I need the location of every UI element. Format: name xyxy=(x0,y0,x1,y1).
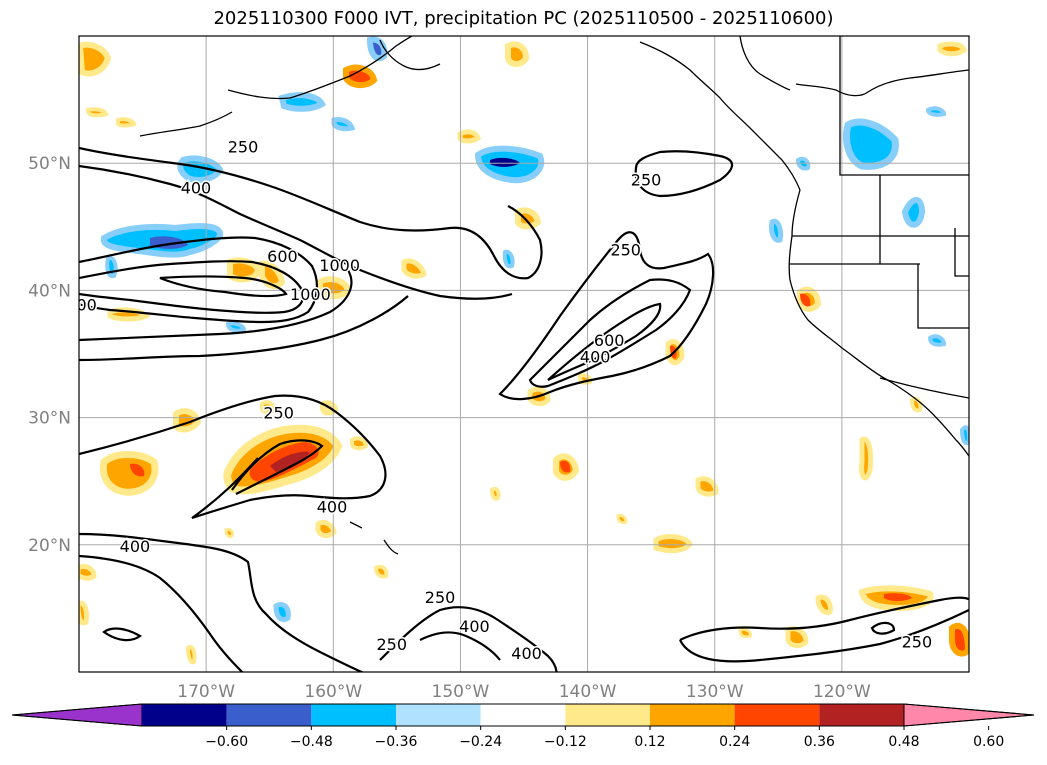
lon-label: 170°W xyxy=(177,682,235,702)
colorbar-segment xyxy=(480,704,566,726)
colorbar-tick-label: 0.60 xyxy=(973,734,1004,750)
coastlines xyxy=(139,36,969,555)
contour-label: 250 xyxy=(228,138,259,157)
colorbar-tick-label: 0.36 xyxy=(804,734,835,750)
colorbar-extend-low xyxy=(11,703,143,727)
lon-label: 140°W xyxy=(559,682,617,702)
colorbar-segment xyxy=(142,704,227,726)
colorbar-segment xyxy=(650,704,735,726)
contour-label: 600 xyxy=(267,247,298,266)
contour-label: 250 xyxy=(263,404,294,423)
lat-label: 30°N xyxy=(28,409,71,429)
contour-label: 250 xyxy=(631,171,662,190)
colorbar-tick-label: 0.24 xyxy=(719,734,750,750)
lon-label: 120°W xyxy=(813,682,871,702)
contour-label: 600 xyxy=(594,331,625,350)
contour-label: 400 xyxy=(120,537,151,556)
contour-label: 00 xyxy=(76,295,96,314)
colorbar-tick-label: −0.12 xyxy=(544,734,587,750)
contour-label: 400 xyxy=(459,617,490,636)
lat-label: 50°N xyxy=(28,154,71,174)
colorbar-segment xyxy=(734,704,820,726)
contour-label: 400 xyxy=(511,644,542,663)
lon-label: 150°W xyxy=(432,682,490,702)
gridlines xyxy=(79,36,969,672)
lat-label: 20°N xyxy=(28,536,71,556)
ivt-contours xyxy=(79,146,969,672)
contour-label: 400 xyxy=(317,498,348,517)
contour-label: 250 xyxy=(610,241,641,260)
lat-label: 40°N xyxy=(28,281,71,301)
lon-label: 160°W xyxy=(304,682,362,702)
colorbar-segment xyxy=(565,704,650,726)
longitude-labels: 170°W 160°W 150°W 140°W 130°W 120°W xyxy=(177,682,871,702)
contour-label: 250 xyxy=(376,635,407,654)
contour-label: 250 xyxy=(902,632,933,651)
colorbar-segment xyxy=(311,704,396,726)
colorbar-outline xyxy=(11,703,1035,727)
map-title: 2025110300 F000 IVT, precipitation PC (2… xyxy=(213,8,834,29)
contour-label: 1000 xyxy=(290,285,331,304)
contour-label: 400 xyxy=(181,178,212,197)
colorbar-tick-label: −0.60 xyxy=(205,734,248,750)
contour-label: 1000 xyxy=(319,256,360,275)
colorbar-segment xyxy=(396,704,481,726)
map-frame xyxy=(78,35,970,673)
latitude-labels: 50°N 40°N 30°N 20°N xyxy=(28,154,71,556)
colorbar-tick-label: 0.12 xyxy=(634,734,665,750)
colorbar-tick-label: −0.24 xyxy=(459,734,502,750)
colorbar-segment xyxy=(226,704,312,726)
colorbar-extend-high xyxy=(903,703,1035,727)
colorbar-tick-label: 0.48 xyxy=(888,734,919,750)
contour-label: 250 xyxy=(425,588,456,607)
colorbar: −0.60 −0.48 −0.36 −0.24 −0.12 0.12 0.24 0.36 0.4… xyxy=(11,703,1035,750)
contour-label: 400 xyxy=(580,348,611,367)
precip-shading xyxy=(79,36,969,665)
colorbar-tick-label: −0.48 xyxy=(290,734,333,750)
negative-anomaly-areas xyxy=(100,36,969,622)
colorbar-segment xyxy=(819,704,904,726)
lon-label: 130°W xyxy=(686,682,744,702)
colorbar-tick-label: −0.36 xyxy=(375,734,418,750)
